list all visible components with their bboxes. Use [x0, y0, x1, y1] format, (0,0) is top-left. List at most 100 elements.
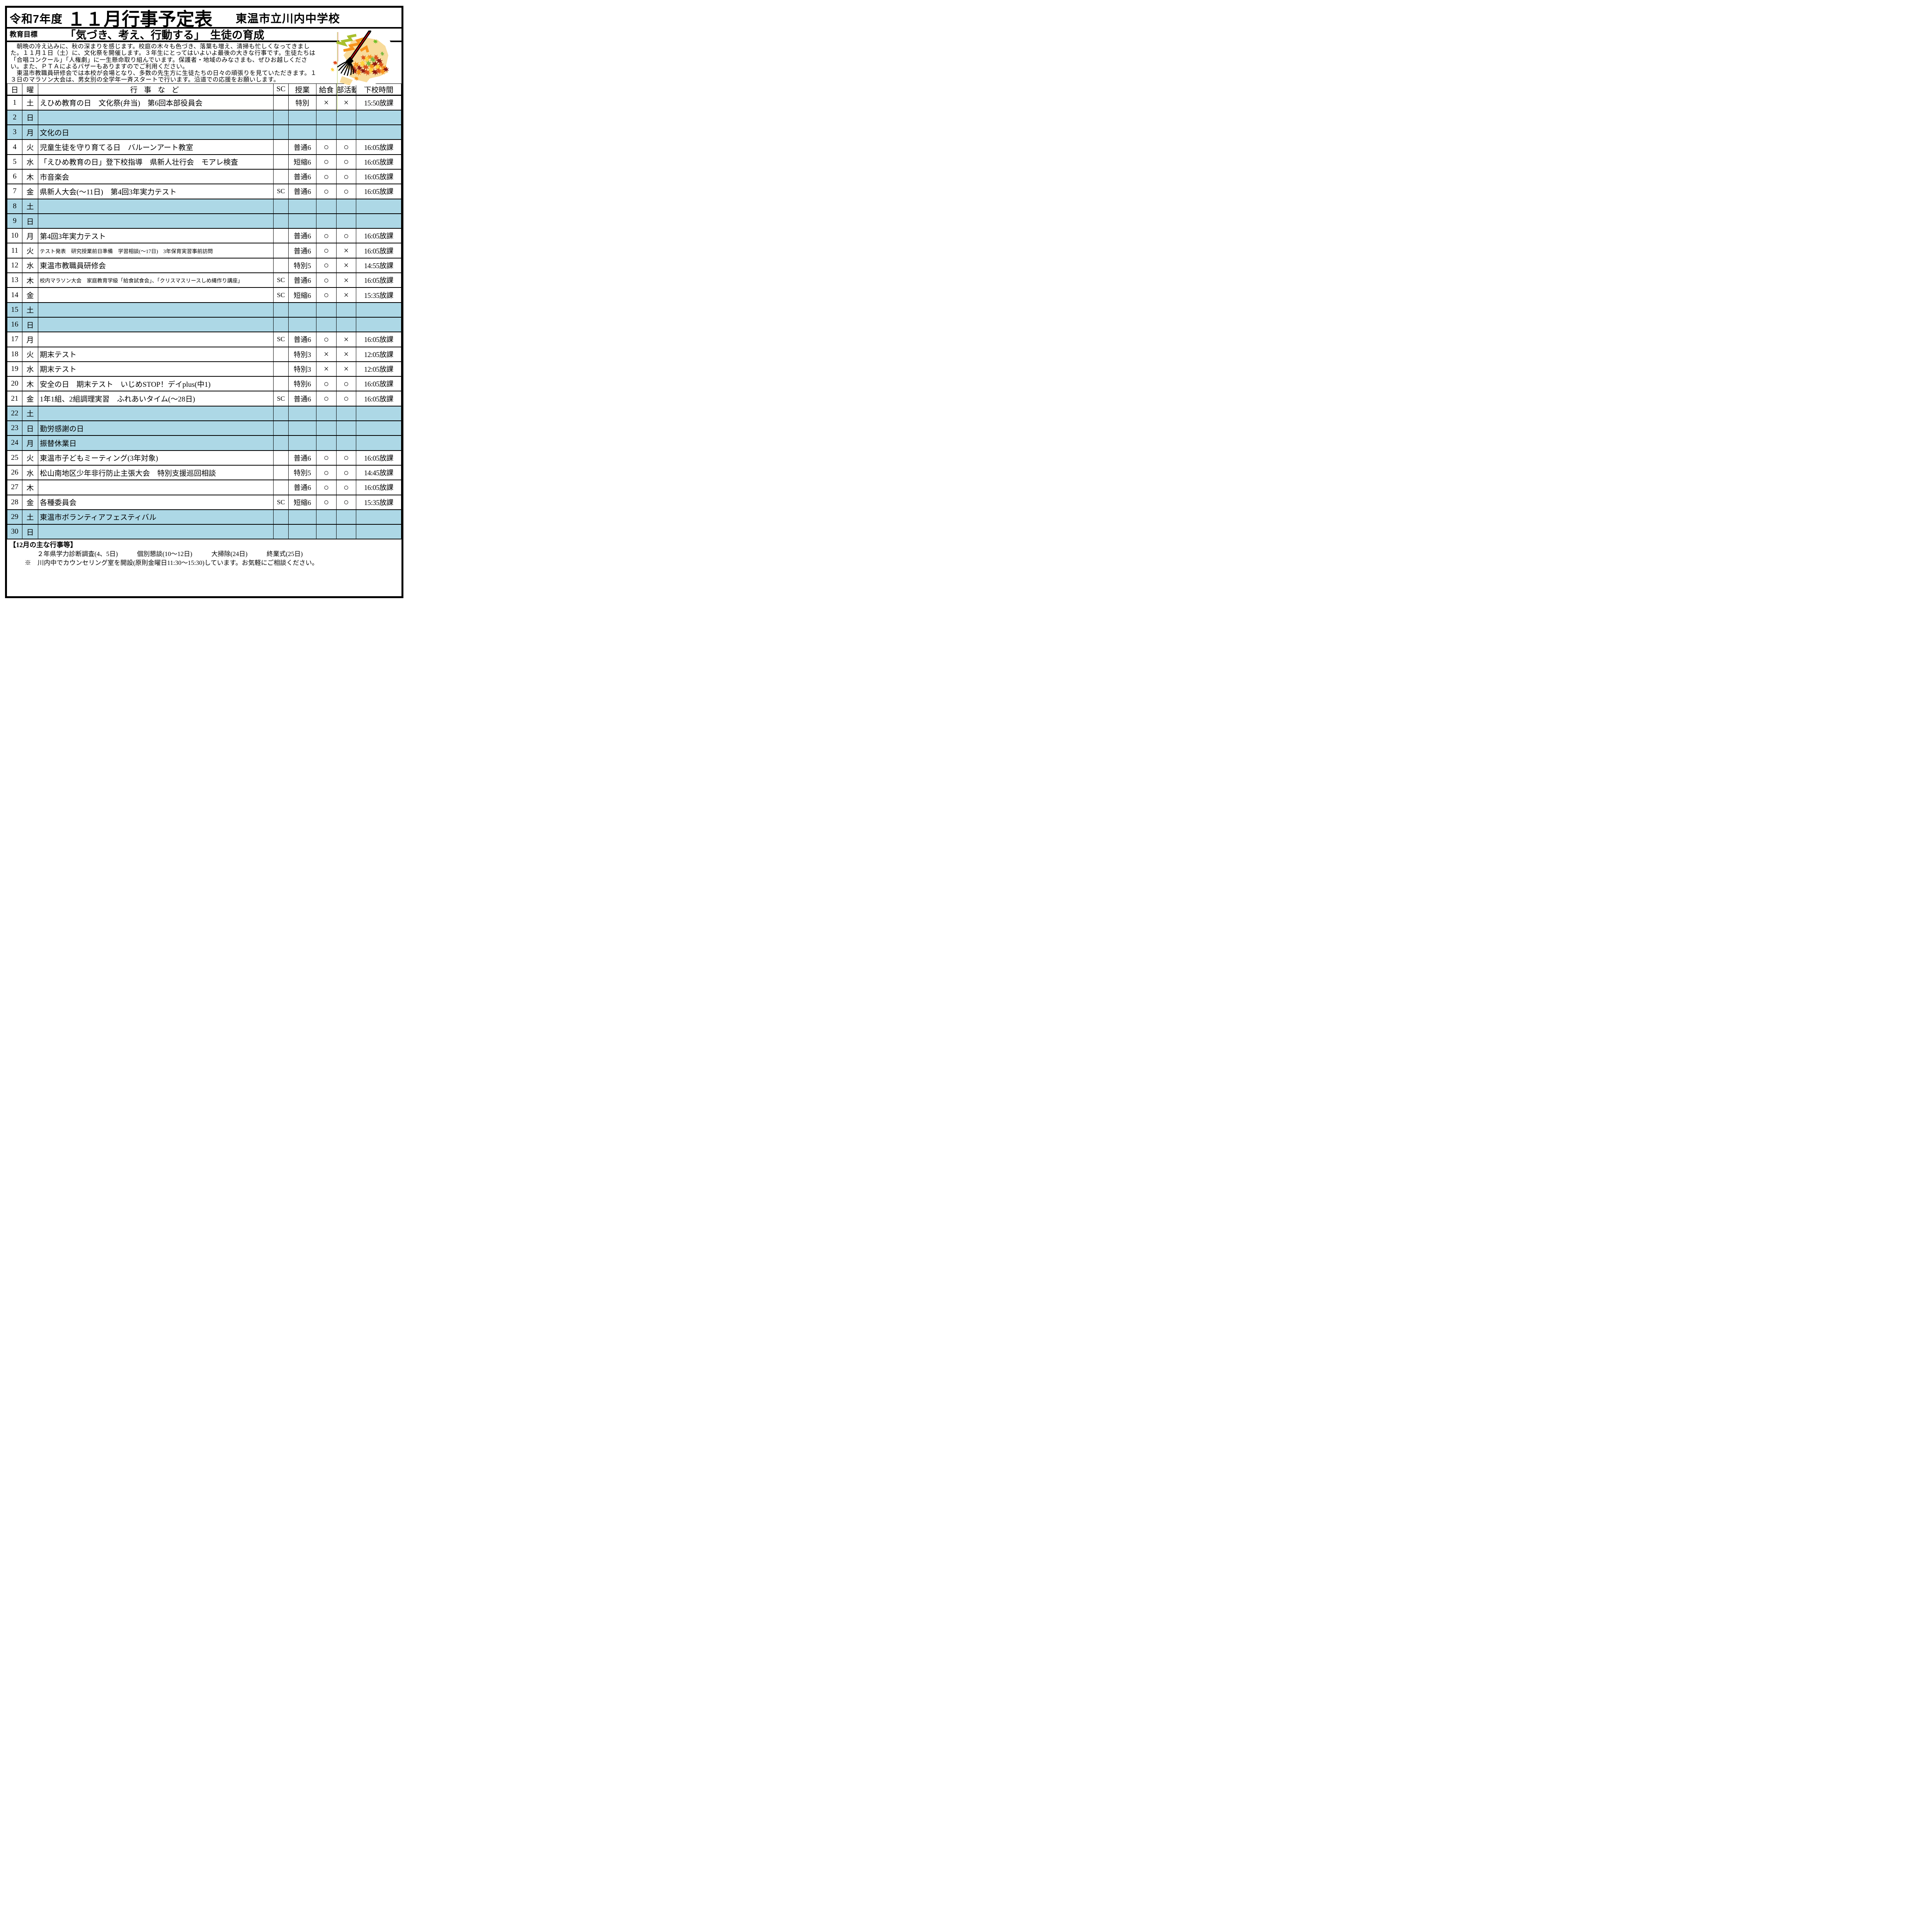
cell-day: 11 — [7, 243, 22, 259]
cell-lunch: ○ — [316, 450, 337, 466]
cell-event: えひめ教育の日 文化祭(弁当) 第6回本部役員会 — [38, 95, 274, 111]
cell-dismissal — [356, 420, 401, 436]
intro-paragraph: 朝晩の冷え込みに、秋の深まりを感じます。校庭の木々も色づき、落葉も増え、清掃も忙… — [7, 42, 401, 83]
cell-classes: 特別3 — [288, 361, 316, 377]
cell-club: ○ — [336, 495, 356, 510]
cell-club: × — [336, 243, 356, 259]
cell-day: 2 — [7, 110, 22, 126]
cell-sc — [273, 302, 289, 318]
cell-sc — [273, 228, 289, 244]
cell-sc — [273, 154, 289, 170]
cell-club: × — [336, 347, 356, 362]
cell-event — [38, 480, 274, 495]
cell-classes — [288, 302, 316, 318]
cell-club: × — [336, 361, 356, 377]
header-club: 部活動 — [336, 83, 356, 96]
cell-sc — [273, 524, 289, 540]
cell-club — [336, 302, 356, 318]
cell-event — [38, 199, 274, 214]
cell-sc — [273, 95, 289, 111]
cell-sc — [273, 480, 289, 495]
cell-day: 5 — [7, 154, 22, 170]
cell-weekday: 木 — [22, 376, 38, 392]
cell-classes — [288, 435, 316, 451]
cell-club: ○ — [336, 169, 356, 185]
cell-day: 15 — [7, 302, 22, 318]
cell-club: ○ — [336, 465, 356, 481]
cell-event: 期末テスト — [38, 361, 274, 377]
cell-lunch — [316, 302, 337, 318]
cell-club: ○ — [336, 376, 356, 392]
cell-dismissal: 16:05放課 — [356, 391, 401, 406]
cell-event — [38, 213, 274, 229]
intro-line: い。また、ＰＴＡによるバザーもありますのでご利用ください。 — [10, 63, 189, 70]
table-row-day-28: 28 金各種委員会 SC 短縮6 ○ ○ 15:35放課 — [7, 495, 401, 510]
cell-classes — [288, 213, 316, 229]
cell-lunch: ○ — [316, 258, 337, 274]
cell-classes — [288, 110, 316, 126]
intro-line: 朝晩の冷え込みに、秋の深まりを感じます。校庭の木々も色づき、落葉も増え、清掃も忙… — [10, 43, 310, 50]
cell-sc — [273, 110, 289, 126]
table-row-day-26: 26 水松山南地区少年非行防止主張大会 特別支援巡回相談 特別5 ○ ○ 14:45放課 — [7, 465, 401, 481]
cell-lunch: ○ — [316, 272, 337, 288]
cell-club — [336, 213, 356, 229]
cell-dismissal — [356, 524, 401, 540]
cell-day: 9 — [7, 213, 22, 229]
cell-day: 19 — [7, 361, 22, 377]
cell-event: 安全の日 期末テスト いじめSTOP！デイplus(中1) — [38, 376, 274, 392]
page-title: １１月行事予定表 — [67, 9, 213, 29]
title-year: 令和7年度 — [10, 13, 63, 26]
cell-classes: 特別6 — [288, 376, 316, 392]
cell-day: 23 — [7, 420, 22, 436]
cell-day: 13 — [7, 272, 22, 288]
cell-event: 県新人大会(～11日) 第4回3年実力テスト — [38, 184, 274, 199]
cell-lunch — [316, 435, 337, 451]
cell-lunch — [316, 524, 337, 540]
table-row-day-4: 4 火児童生徒を守り育てる日 バルーンアート教室 普通6 ○ ○ 16:05放課 — [7, 139, 401, 155]
cell-lunch: ○ — [316, 465, 337, 481]
table-row-day-20: 20 木安全の日 期末テスト いじめSTOP！デイplus(中1) 特別6 ○ ○ 16:… — [7, 376, 401, 392]
cell-event: 校内マラソン大会 家庭教育学級「給食試食会」、「クリスマスリースしめ縄作り講座」 — [38, 272, 274, 288]
cell-day: 27 — [7, 480, 22, 495]
table-row-day-17: 17 月 SC 普通6 ○ × 16:05放課 — [7, 332, 401, 347]
table-row-day-30: 30 日 — [7, 524, 401, 540]
cell-sc — [273, 347, 289, 362]
cell-club — [336, 420, 356, 436]
table-row-day-7: 7 金県新人大会(～11日) 第4回3年実力テスト SC 普通6 ○ ○ 16:05放課 — [7, 184, 401, 199]
cell-club: ○ — [336, 480, 356, 495]
cell-event: 東温市教職員研修会 — [38, 258, 274, 274]
cell-weekday: 火 — [22, 139, 38, 155]
cell-event: 児童生徒を守り育てる日 バルーンアート教室 — [38, 139, 274, 155]
table-row-day-12: 12 水東温市教職員研修会 特別5 ○ × 14:55放課 — [7, 258, 401, 274]
table-row-day-1: 1 土えひめ教育の日 文化祭(弁当) 第6回本部役員会 特別 × × 15:50放課 — [7, 95, 401, 111]
cell-day: 8 — [7, 199, 22, 214]
cell-dismissal — [356, 213, 401, 229]
cell-day: 22 — [7, 406, 22, 422]
cell-weekday: 月 — [22, 228, 38, 244]
cell-event: 各種委員会 — [38, 495, 274, 510]
cell-weekday: 火 — [22, 243, 38, 259]
cell-event — [38, 317, 274, 333]
cell-lunch: × — [316, 95, 337, 111]
cell-club — [336, 435, 356, 451]
table-row-day-27: 27 木普通6 ○ ○ 16:05放課 — [7, 480, 401, 495]
cell-sc — [273, 199, 289, 214]
cell-event: 1年1組、2組調理実習 ふれあいタイム(～28日) — [38, 391, 274, 406]
cell-club — [336, 110, 356, 126]
goal-section: 教育目標 「気づき、考え、行動する」 生徒の育成 — [7, 29, 401, 42]
cell-classes: 普通6 — [288, 184, 316, 199]
table-row-day-24: 24 月振替休業日 — [7, 435, 401, 451]
cell-day: 29 — [7, 509, 22, 525]
table-row-day-21: 21 金 1年1組、2組調理実習 ふれあいタイム(～28日) SC 普通6 ○ ○ 16:05… — [7, 391, 401, 406]
cell-weekday: 土 — [22, 509, 38, 525]
cell-club: × — [336, 287, 356, 303]
cell-day: 28 — [7, 495, 22, 510]
cell-sc — [273, 243, 289, 259]
cell-lunch — [316, 420, 337, 436]
cell-classes: 普通6 — [288, 228, 316, 244]
cell-lunch — [316, 199, 337, 214]
december-heading: 【12月の主な行事等】 — [9, 541, 77, 549]
cell-event: 東温市ボランティアフェスティバル — [38, 509, 274, 525]
cell-club — [336, 124, 356, 140]
cell-classes — [288, 199, 316, 214]
